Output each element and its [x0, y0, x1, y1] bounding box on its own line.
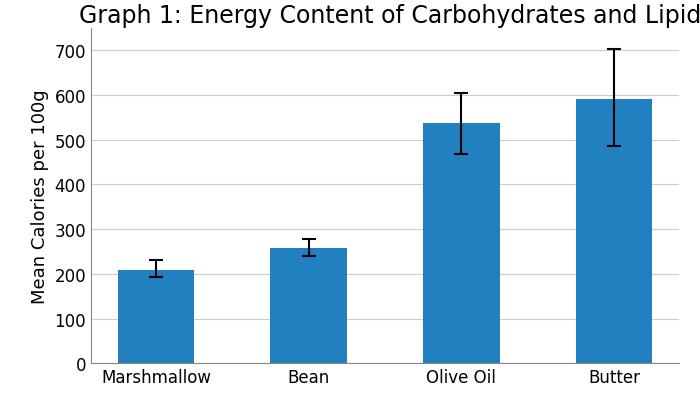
- Bar: [118, 271, 194, 363]
- Bar: [576, 100, 652, 363]
- Bar: [270, 248, 346, 363]
- Bar: [424, 124, 500, 363]
- Y-axis label: Mean Calories per 100g: Mean Calories per 100g: [31, 89, 49, 303]
- Text: Graph 1: Energy Content of Carbohydrates and Lipids: Graph 1: Energy Content of Carbohydrates…: [79, 5, 700, 28]
